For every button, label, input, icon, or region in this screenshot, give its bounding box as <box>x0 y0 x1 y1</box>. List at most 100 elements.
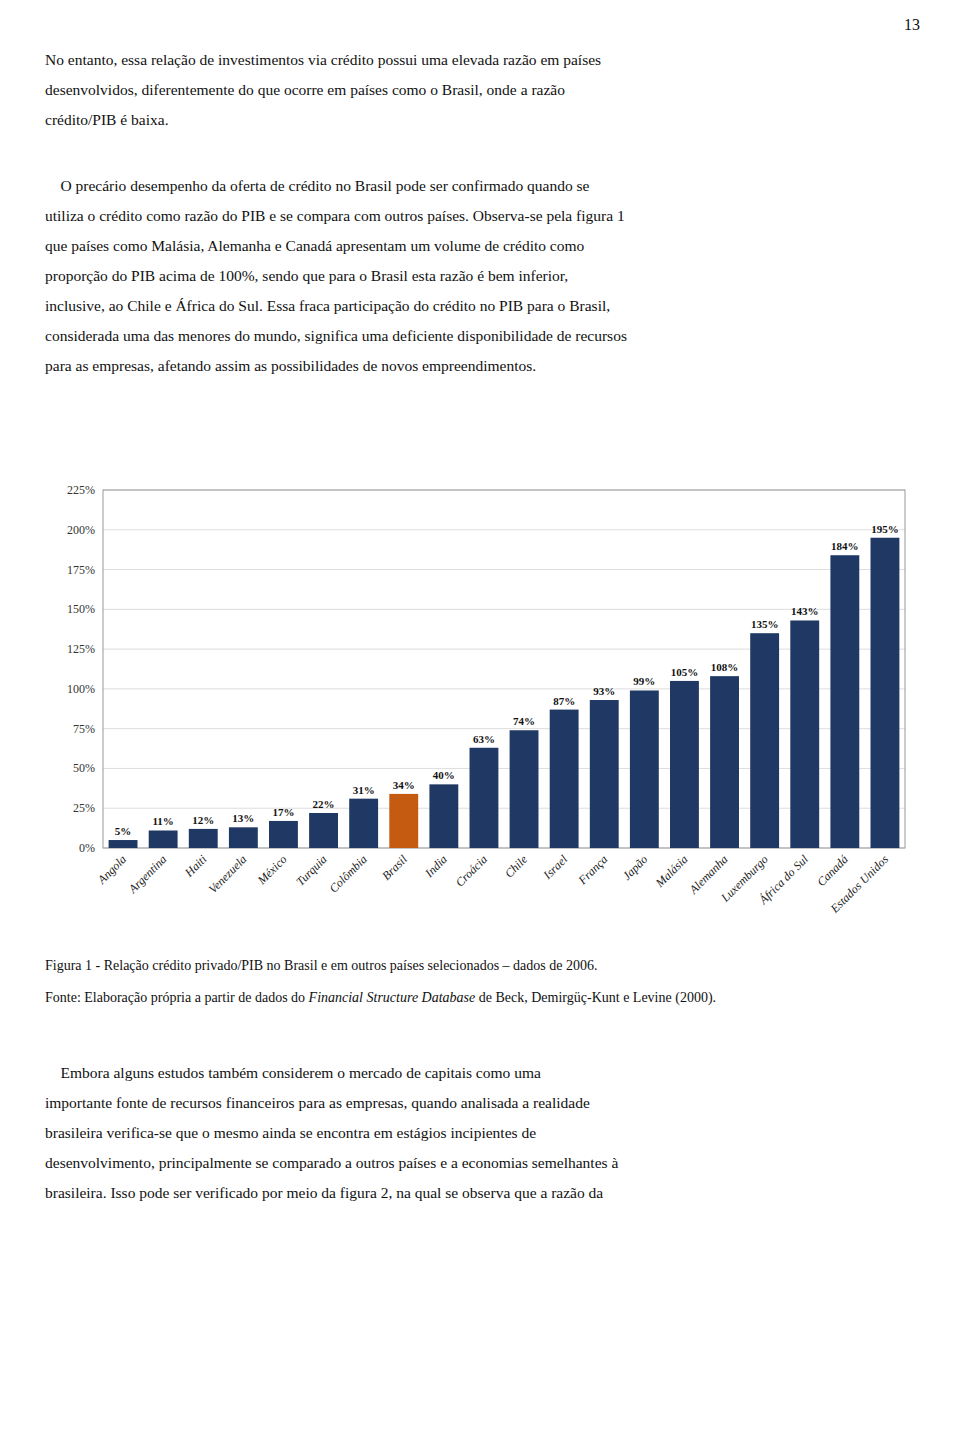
data-label: 12% <box>192 814 214 826</box>
bar <box>189 829 218 848</box>
bar <box>429 784 458 848</box>
grid-line <box>103 728 905 729</box>
data-label: 31% <box>353 784 375 796</box>
x-tick-label: Angola <box>94 852 129 887</box>
x-tick-label: Haiti <box>181 852 209 880</box>
paragraph-line: para as empresas, afetando assim as poss… <box>45 356 536 376</box>
data-label: 34% <box>393 779 415 791</box>
bar <box>790 620 819 848</box>
y-tick-label: 150% <box>67 602 95 616</box>
data-label: 143% <box>791 605 819 617</box>
data-label: 40% <box>433 769 455 781</box>
data-label: 195% <box>871 523 899 535</box>
x-tick-label: África do Sul <box>755 852 811 908</box>
bar <box>349 799 378 848</box>
y-tick-label: 0% <box>79 841 95 855</box>
data-label: 17% <box>272 806 294 818</box>
data-label: 13% <box>232 812 254 824</box>
x-tick-label: Brasil <box>379 852 410 883</box>
bar <box>630 690 659 848</box>
chart-title: Figura 1 - Relação crédito privado/PIB n… <box>45 958 598 974</box>
bar <box>229 827 258 848</box>
bar <box>750 633 779 848</box>
x-tick-label: França <box>575 852 611 888</box>
plot-frame <box>103 490 905 848</box>
grid-line <box>103 649 905 650</box>
paragraph-line: O precário desempenho da oferta de crédi… <box>45 176 589 196</box>
data-label: 87% <box>553 695 575 707</box>
bar <box>309 813 338 848</box>
y-tick-label: 100% <box>67 682 95 696</box>
x-tick-label: Canadá <box>814 852 851 889</box>
x-tick-label: México <box>254 852 290 888</box>
x-tick-label: Estados Unidos <box>827 852 891 916</box>
source: Fonte: Elaboração própria a partir de da… <box>45 990 716 1006</box>
paragraph-line: brasileira. Isso pode ser verificado por… <box>45 1183 603 1203</box>
x-tick-label: Turquia <box>293 852 329 888</box>
bar <box>871 538 900 848</box>
x-tick-label: Colômbia <box>326 852 369 895</box>
x-tick-label: Chile <box>502 852 531 881</box>
bar <box>389 794 418 848</box>
bars <box>109 538 900 848</box>
y-tick-label: 25% <box>73 801 95 815</box>
paragraph-line: utiliza o crédito como razão do PIB e se… <box>45 206 625 226</box>
x-tick-label: Argentina <box>125 852 169 896</box>
x-tick-label: India <box>421 852 450 881</box>
source-text: de Beck, Demirgüç-Kunt e Levine (2000). <box>475 990 716 1005</box>
data-label: 22% <box>313 798 335 810</box>
bar <box>149 830 178 848</box>
bar <box>670 681 699 848</box>
data-label: 105% <box>671 666 699 678</box>
x-tick-label: Japão <box>620 852 651 883</box>
y-tick-label: 200% <box>67 523 95 537</box>
source-text: Fonte: Elaboração própria a partir de da… <box>45 990 309 1005</box>
paragraph-line: No entanto, essa relação de investimento… <box>45 50 601 70</box>
data-label: 63% <box>473 733 495 745</box>
grid-line <box>103 768 905 769</box>
page-number: 13 <box>904 16 920 34</box>
data-label: 11% <box>152 815 173 827</box>
bar <box>830 555 859 848</box>
bar <box>510 730 539 848</box>
paragraph-line: proporção do PIB acima de 100%, sendo qu… <box>45 266 568 286</box>
data-label: 74% <box>513 715 535 727</box>
x-tick-label: Israel <box>540 852 571 883</box>
paragraph-line: Embora alguns estudos também considerem … <box>45 1063 541 1083</box>
y-tick-label: 75% <box>73 722 95 736</box>
y-tick-label: 225% <box>67 483 95 497</box>
grid-line <box>103 808 905 809</box>
paragraph-line: brasileira verifica-se que o mesmo ainda… <box>45 1123 536 1143</box>
paragraph-line: que países como Malásia, Alemanha e Cana… <box>45 236 584 256</box>
y-tick-label: 125% <box>67 642 95 656</box>
x-tick-label: Venezuela <box>206 852 250 896</box>
bar <box>590 700 619 848</box>
bar <box>269 821 298 848</box>
data-label: 93% <box>593 685 615 697</box>
paragraph-line: desenvolvimento, principalmente se compa… <box>45 1153 618 1173</box>
data-label: 135% <box>751 618 779 630</box>
x-tick-label: Malásia <box>652 852 690 890</box>
grid-line <box>103 688 905 689</box>
paragraph-line: considerada uma das menores do mundo, si… <box>45 326 627 346</box>
y-tick-label: 175% <box>67 563 95 577</box>
data-label: 99% <box>633 675 655 687</box>
x-tick-label: Croácia <box>453 852 490 889</box>
bar <box>710 676 739 848</box>
y-tick-label: 50% <box>73 761 95 775</box>
source-text: Financial Structure Database <box>309 990 476 1005</box>
paragraph-line: desenvolvidos, diferentemente do que oco… <box>45 80 565 100</box>
grid-line <box>103 569 905 570</box>
grid-line <box>103 609 905 610</box>
paragraph-line: inclusive, ao Chile e África do Sul. Ess… <box>45 296 610 316</box>
bar <box>109 840 138 848</box>
grid-line <box>103 529 905 530</box>
data-label: 184% <box>831 540 859 552</box>
data-label: 5% <box>115 825 132 837</box>
bar <box>550 710 579 848</box>
paragraph-line: crédito/PIB é baixa. <box>45 110 169 130</box>
paragraph-line: importante fonte de recursos financeiros… <box>45 1093 590 1113</box>
bar <box>470 748 499 848</box>
chart: 0% 25% 50% 75% 100% 125% 150% 175% 200% 225% 5% 11%… <box>45 468 915 948</box>
data-label: 108% <box>711 661 739 673</box>
